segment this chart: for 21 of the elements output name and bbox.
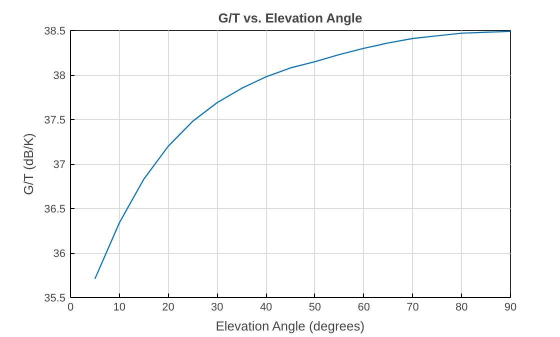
y-axis-title: G/T (dB/K) bbox=[21, 133, 36, 196]
x-axis-title: Elevation Angle (degrees) bbox=[216, 318, 365, 334]
chart-title: G/T vs. Elevation Angle bbox=[218, 10, 362, 26]
x-tick-label: 50 bbox=[308, 302, 322, 314]
x-tick-label: 20 bbox=[162, 302, 174, 314]
y-tick-label: 35.5 bbox=[44, 292, 66, 304]
x-tick-label: 10 bbox=[113, 302, 126, 314]
line-series bbox=[94, 30, 510, 280]
x-tick-label: 80 bbox=[455, 302, 468, 314]
y-tick-label: 36.5 bbox=[44, 204, 66, 216]
x-tick-label: 40 bbox=[260, 302, 272, 314]
x-tick-label: 70 bbox=[406, 302, 419, 314]
x-tick-label: 90 bbox=[504, 302, 517, 314]
x-tick-label: 30 bbox=[211, 302, 224, 314]
y-tick-label: 36 bbox=[53, 248, 66, 260]
y-tick-label: 37.5 bbox=[44, 114, 66, 126]
y-tick-label: 37 bbox=[53, 159, 66, 171]
x-tick-label: 60 bbox=[358, 302, 370, 314]
x-tick-label: 0 bbox=[67, 302, 74, 314]
y-tick-label: 38.5 bbox=[44, 26, 66, 38]
y-tick-label: 38 bbox=[53, 70, 66, 82]
